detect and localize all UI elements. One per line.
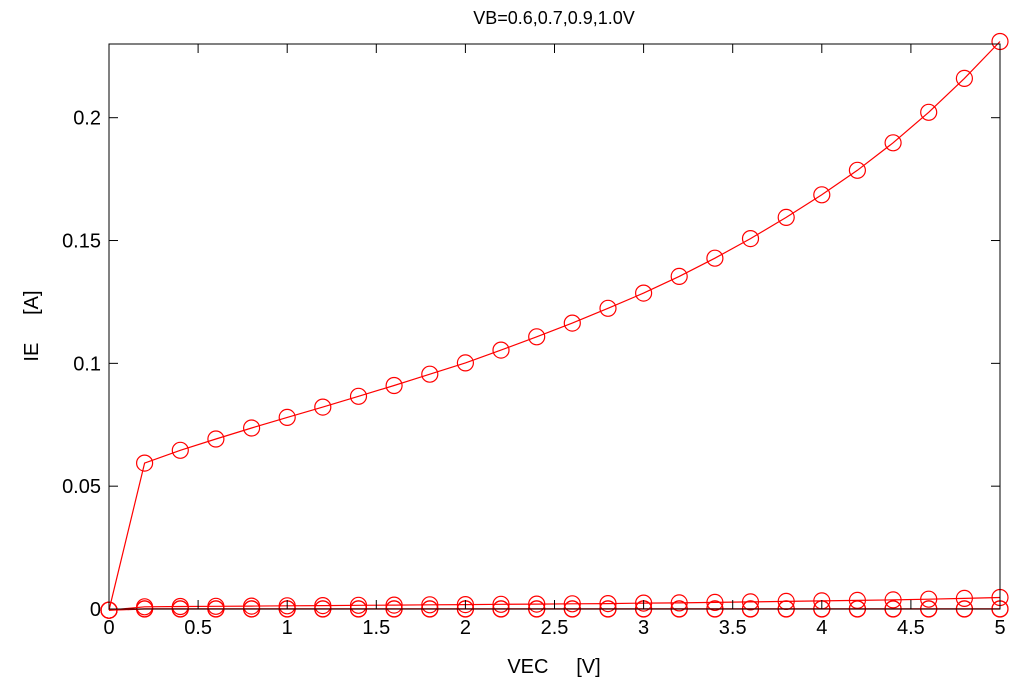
data-point-marker: [741, 593, 760, 611]
data-point-marker: [741, 230, 760, 248]
series-4: [100, 32, 1009, 619]
data-point-marker: [777, 208, 795, 226]
data-point-marker: [171, 441, 189, 459]
series-line: [108, 41, 1001, 611]
data-point-marker: [563, 595, 581, 613]
data-point-marker: [136, 598, 154, 616]
data-point-marker: [528, 328, 546, 346]
data-point-marker: [385, 376, 403, 395]
x-tick-label: 2: [460, 617, 471, 639]
data-point-marker: [243, 597, 261, 615]
y-tick-label: 0.2: [73, 108, 101, 130]
x-tick-label: 5: [994, 617, 1005, 639]
data-point-marker: [136, 454, 154, 472]
data-point-marker: [314, 398, 332, 416]
data-point-marker: [920, 103, 938, 121]
data-point-marker: [955, 589, 974, 608]
x-tick-label: 4: [816, 617, 827, 639]
data-point-marker: [456, 354, 474, 372]
x-tick-label: 3: [638, 617, 649, 639]
x-tick-label: 2.5: [541, 617, 569, 639]
x-tick-label: 1: [282, 617, 293, 639]
data-point-marker: [813, 186, 831, 204]
data-point-marker: [599, 594, 617, 613]
x-axis-ticks: 0 0.5 1 1.5 2 2.5 3 3.5 4 4.5 5: [103, 44, 1006, 639]
data-point-marker: [421, 596, 439, 614]
data-point-marker: [563, 314, 581, 332]
data-point-marker: [848, 161, 867, 179]
y-axis-ticks: 0 0.05 0.1 0.15 0.2: [62, 108, 1000, 621]
data-point-marker: [634, 594, 653, 612]
data-point-marker: [670, 594, 688, 612]
data-point-marker: [670, 267, 688, 285]
data-point-marker: [421, 365, 439, 383]
x-tick-label: 3.5: [719, 617, 747, 639]
data-point-marker: [278, 408, 296, 426]
y-axis-label: IE [A]: [21, 290, 43, 361]
data-point-marker: [492, 595, 510, 613]
data-point-marker: [706, 593, 724, 612]
data-point-marker: [207, 430, 225, 448]
data-point-marker: [706, 249, 724, 267]
data-point-marker: [456, 595, 474, 614]
data-point-marker: [349, 387, 368, 405]
x-tick-label: 4.5: [897, 617, 925, 639]
y-tick-label: 0.15: [62, 231, 101, 253]
data-point-marker: [278, 597, 296, 615]
data-point-marker: [492, 341, 510, 359]
data-point-marker: [349, 596, 368, 614]
data-point-marker: [207, 597, 225, 615]
data-point-marker: [314, 596, 332, 615]
data-point-marker: [955, 69, 974, 88]
x-tick-label: 1.5: [362, 617, 390, 639]
data-point-marker: [171, 597, 189, 616]
data-point-marker: [848, 591, 867, 610]
data-point-marker: [528, 595, 546, 613]
y-tick-label: 0.05: [62, 476, 101, 498]
data-point-marker: [634, 284, 653, 302]
x-tick-label: 0.5: [184, 617, 212, 639]
data-point-marker: [884, 134, 902, 152]
data-point-marker: [599, 299, 617, 317]
data-point-marker: [920, 590, 938, 608]
data-point-marker: [243, 419, 261, 437]
x-tick-label: 0: [103, 617, 114, 639]
y-tick-label: 0: [90, 599, 101, 621]
plot-area: [109, 44, 1000, 609]
data-point-marker: [385, 596, 403, 614]
data-point-marker: [884, 591, 902, 609]
chart-title: VB=0.6,0.7,0.9,1.0V: [473, 8, 635, 28]
y-tick-label: 0.1: [73, 353, 101, 375]
x-axis-label: VEC [V]: [507, 656, 600, 678]
